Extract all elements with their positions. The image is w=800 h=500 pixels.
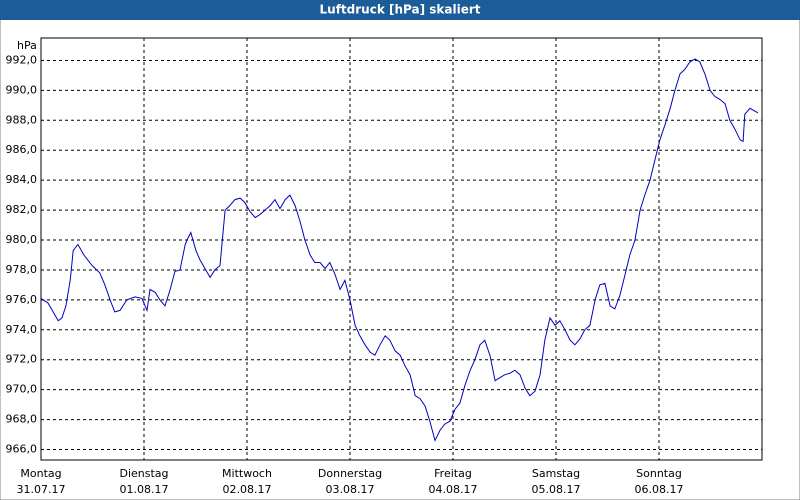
x-tick-label: 02.08.17 — [223, 483, 272, 496]
y-tick-label: 974,0 — [6, 323, 38, 336]
x-tick-weekday: Montag — [20, 467, 61, 480]
y-axis-label: hPa — [17, 39, 37, 52]
x-tick-weekday: Freitag — [434, 467, 472, 480]
x-tick-label: 03.08.17 — [326, 483, 375, 496]
y-tick-label: 990,0 — [6, 83, 38, 96]
x-tick-weekday: Dienstag — [119, 467, 168, 480]
chart-title: Luftdruck [hPa] skaliert — [320, 3, 481, 17]
x-tick-label: 05.08.17 — [532, 483, 581, 496]
y-tick-label: 978,0 — [6, 263, 38, 276]
y-tick-label: 988,0 — [6, 113, 38, 126]
y-tick-label: 966,0 — [6, 443, 38, 456]
x-tick-weekday: Sonntag — [636, 467, 682, 480]
x-tick-weekday: Donnerstag — [318, 467, 382, 480]
y-tick-label: 972,0 — [6, 353, 38, 366]
y-tick-label: 968,0 — [6, 413, 38, 426]
y-tick-label: 986,0 — [6, 143, 38, 156]
y-tick-label: 984,0 — [6, 173, 38, 186]
y-tick-label: 982,0 — [6, 203, 38, 216]
x-tick-label: 04.08.17 — [429, 483, 478, 496]
x-tick-weekday: Samstag — [532, 467, 580, 480]
x-tick-label: 06.08.17 — [635, 483, 684, 496]
y-tick-label: 976,0 — [6, 293, 38, 306]
y-tick-label: 970,0 — [6, 383, 38, 396]
title-bar — [0, 0, 800, 20]
y-tick-label: 992,0 — [6, 53, 38, 66]
x-tick-label: 01.08.17 — [120, 483, 169, 496]
data-line — [40, 58, 759, 442]
x-tick-weekday: Mittwoch — [222, 467, 272, 480]
y-tick-label: 980,0 — [6, 233, 38, 246]
x-tick-label: 31.07.17 — [17, 483, 66, 496]
